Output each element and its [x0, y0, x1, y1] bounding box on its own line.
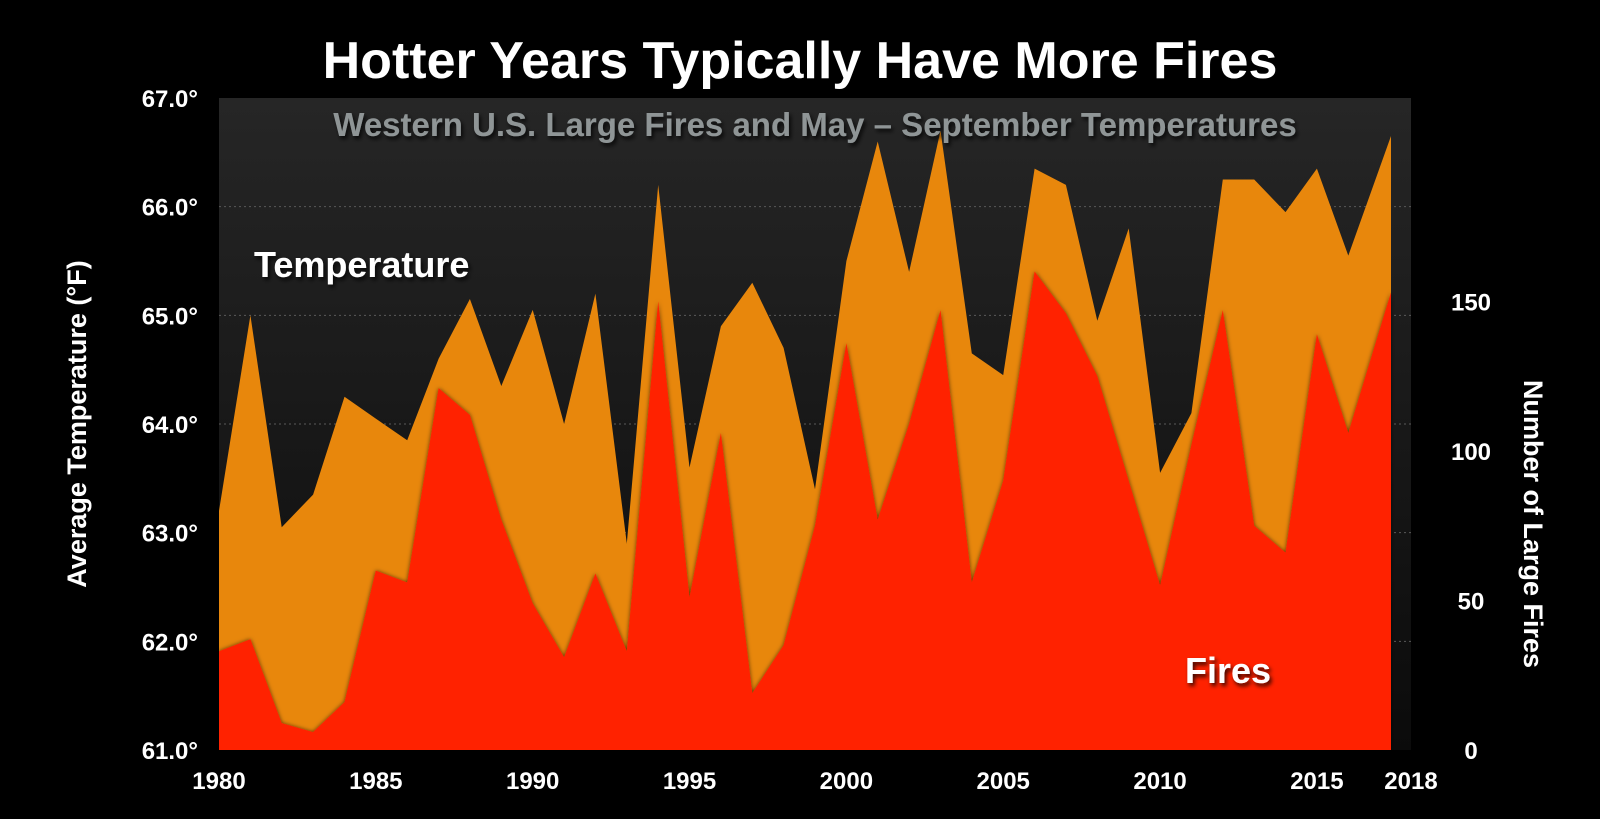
area-series [219, 130, 1391, 751]
x-tick-label: 1990 [506, 768, 559, 795]
x-tick-label: 1980 [192, 768, 245, 795]
left-tick-label: 63.0° [142, 521, 198, 548]
left-tick-label: 64.0° [142, 412, 198, 439]
area-fires [219, 271, 1391, 750]
left-axis-ticks: 61.0° 62.0° 63.0° 64.0° 65.0° 66.0° 67.0° [142, 86, 198, 765]
left-tick-label: 61.0° [142, 738, 198, 765]
x-tick-label: 2018 [1384, 768, 1437, 795]
right-axis-ticks: 0 50 100 150 [1451, 289, 1491, 765]
chart-subtitle: Western U.S. Large Fires and May – Septe… [333, 106, 1296, 143]
right-axis-label: Number of Large Fires [1518, 380, 1548, 668]
chart-title: Hotter Years Typically Have More Fires [323, 32, 1278, 90]
x-tick-label: 2010 [1133, 768, 1186, 795]
left-tick-label: 65.0° [142, 303, 198, 330]
left-axis-label: Average Temperature (°F) [62, 260, 92, 587]
x-tick-label: 2015 [1290, 768, 1343, 795]
left-tick-label: 67.0° [142, 86, 198, 113]
right-tick-label: 0 [1464, 738, 1477, 765]
x-tick-label: 2000 [820, 768, 873, 795]
fires-annotation: Fires [1185, 650, 1271, 691]
x-axis-ticks: 1980 1985 1990 1995 2000 2005 2010 2015 2018 [192, 768, 1437, 795]
left-tick-label: 62.0° [142, 629, 198, 656]
x-tick-label: 1985 [349, 768, 402, 795]
right-tick-label: 150 [1451, 289, 1491, 316]
right-tick-label: 50 [1458, 588, 1485, 615]
temperature-annotation: Temperature [254, 244, 469, 285]
x-tick-label: 1995 [663, 768, 716, 795]
right-tick-label: 100 [1451, 439, 1491, 466]
x-tick-label: 2005 [977, 768, 1030, 795]
left-tick-label: 66.0° [142, 195, 198, 222]
